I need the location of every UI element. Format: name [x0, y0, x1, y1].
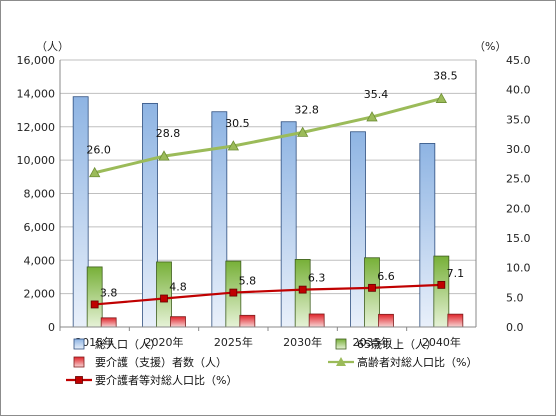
y-left-tick-label: 6,000: [24, 221, 56, 234]
bar: [239, 314, 256, 328]
legend-label: 要介護（支援）者数（人）: [95, 355, 227, 369]
point-marker: [298, 285, 307, 294]
bar: [350, 131, 366, 328]
y-left-tick-label: 2,000: [24, 288, 56, 301]
bar: [170, 316, 186, 328]
x-tick-label: 2035年: [353, 335, 392, 349]
y-left-tick-label: 16,000: [17, 54, 56, 67]
data-label: 5.8: [239, 275, 257, 288]
x-tick-label: 2015年: [75, 335, 114, 349]
y-right-tick-label: 5.0: [506, 291, 524, 304]
point-marker: [368, 283, 376, 292]
bar: [378, 313, 394, 328]
bar: [364, 257, 380, 328]
y-right-tick-label: 30.0: [506, 143, 531, 156]
legend-label: 要介護者等対総人口比（%）: [95, 373, 237, 387]
axes-layer: （人） （%） 0 2,000 4,000 6,000 8,000 10,000 12,00…: [17, 40, 531, 349]
bar: [308, 313, 325, 328]
data-label: 35.4: [364, 88, 389, 101]
data-label: 7.1: [447, 267, 465, 280]
x-tick-label: 2040年: [422, 335, 461, 349]
data-label: 38.5: [433, 70, 458, 83]
data-label: 30.5: [225, 117, 250, 130]
data-label: 26.0: [86, 144, 111, 157]
point-marker: [158, 150, 170, 161]
y-left-tick-label: 10,000: [17, 154, 56, 167]
y-left-tick-label: 12,000: [17, 121, 56, 134]
legend-swatch: [73, 356, 85, 368]
legend-marker: [336, 357, 346, 366]
y-right-tick-label: 15.0: [506, 232, 531, 245]
y-right-tick-label: 35.0: [506, 113, 531, 126]
point-marker: [296, 126, 309, 137]
legend-label: 65歳以上（人）: [357, 338, 437, 351]
data-label: 3.8: [100, 286, 118, 299]
y-right-tick-label: 0.0: [506, 321, 524, 334]
y-right-tick-label: 45.0: [506, 54, 531, 67]
data-label: 6.6: [377, 270, 395, 283]
y-right-tick-label: 20.0: [506, 202, 531, 215]
bar: [447, 313, 464, 328]
point-marker: [435, 92, 448, 103]
x-tick-label: 2020年: [145, 335, 184, 349]
point-marker: [366, 111, 378, 122]
data-label: 4.8: [169, 281, 187, 294]
y-left-tick-label: 14,000: [17, 87, 56, 100]
point-marker: [160, 294, 168, 303]
bar: [156, 261, 172, 328]
data-label: 6.3: [308, 272, 326, 285]
bar: [419, 143, 436, 328]
series-line: [94, 97, 442, 175]
data-label: 28.8: [156, 127, 181, 140]
legend-label: 総人口（人）: [95, 337, 161, 351]
legend-swatch: [73, 338, 85, 350]
data-label: 32.8: [294, 103, 319, 116]
bars-layer: [72, 96, 464, 328]
legend-swatch: [335, 338, 347, 350]
series-line: [94, 283, 442, 306]
y-left-tick-label: 0: [48, 321, 55, 334]
legend-label: 高齢者対総人口比（%）: [357, 355, 477, 369]
legend-marker: [75, 376, 83, 384]
bar: [72, 96, 89, 328]
lines-layer: [88, 92, 448, 309]
y-right-tick-label: 10.0: [506, 262, 531, 275]
y-left-tick-label: 4,000: [24, 254, 56, 267]
point-marker: [437, 280, 446, 289]
left-axis-unit-label: （人）: [36, 40, 69, 53]
y-left-tick-label: 8,000: [24, 188, 56, 201]
y-right-tick-label: 40.0: [506, 84, 531, 97]
y-right-tick-label: 25.0: [506, 173, 531, 186]
right-axis-unit-label: （%）: [474, 40, 506, 53]
bar: [280, 121, 297, 328]
point-marker: [90, 300, 99, 309]
point-marker: [88, 166, 101, 178]
x-tick-label: 2025年: [214, 335, 253, 349]
legend: 総人口（人） 65歳以上（人） 要介護（支援）者数（人） 高齢者対総人口比（%） 要介護…: [66, 337, 477, 387]
data-labels-layer: 26.0 28.8 30.5 32.8 35.4 38.5 3.8 4.8 5.8 6.3 6.6 7…: [86, 70, 464, 300]
bar: [100, 317, 117, 328]
point-marker: [227, 140, 240, 151]
point-marker: [229, 288, 238, 297]
x-tick-label: 2030年: [283, 335, 322, 349]
